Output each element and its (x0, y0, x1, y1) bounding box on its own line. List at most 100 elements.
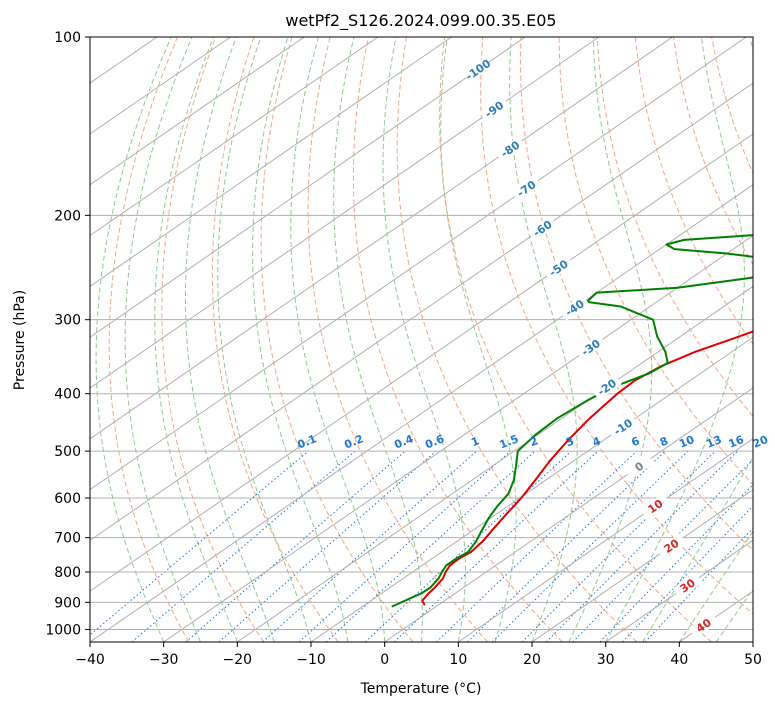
y-tick-label: 500 (54, 444, 81, 460)
dry-adiabat (352, 37, 563, 642)
dry-adiabat (161, 37, 264, 642)
dry-adiabat (108, 37, 190, 642)
isotherm-label-backing (575, 334, 606, 361)
isotherm-line (237, 285, 753, 642)
isotherm-label-backing (656, 533, 687, 559)
mixing-ratio-line (131, 450, 356, 642)
grid-layer (90, 37, 753, 642)
mixing-ratio-line (599, 483, 753, 642)
y-tick-label: 700 (54, 531, 81, 547)
x-tick-label: −40 (75, 652, 105, 668)
mixing-ratio-line (262, 450, 477, 642)
isotherm-line (90, 37, 231, 135)
mixing-ratio-label: 0.4 (392, 432, 415, 451)
chart-title: wetPf2_S126.2024.099.00.35.E05 (285, 11, 556, 31)
dry-adiabat (439, 37, 713, 642)
isotherm-label-backing (463, 56, 493, 83)
isotherm-label-backing (672, 572, 703, 599)
mixing-ratio-line (364, 450, 572, 642)
y-tick-label: 600 (54, 491, 81, 507)
mixing-ratio-label: 10 (677, 433, 696, 451)
mixing-ratio-label: 3 (564, 434, 576, 449)
isotherm-line (90, 82, 753, 541)
y-tick-label: 1000 (45, 622, 81, 638)
moist-adiabat (333, 37, 423, 642)
isotherm-line (90, 37, 673, 440)
moist-adiabat (124, 37, 201, 642)
plot-frame (89, 36, 754, 643)
mixing-ratio-label: 1 (469, 434, 481, 449)
axes-layer: −40 −30 −20 −10 0 10 20 30 40 5010020030040050060… (45, 30, 762, 668)
isotherm-line (90, 37, 747, 491)
mixing-ratio-line (491, 450, 689, 642)
isotherm-label-backing (527, 215, 558, 242)
x-tick-label: 40 (670, 652, 688, 668)
isotherm-label-backing (624, 453, 655, 480)
isotherm-line (605, 539, 753, 642)
isotherm-label-backing (511, 175, 542, 202)
moist-adiabat (95, 37, 172, 642)
mixing-ratio-line (436, 450, 638, 642)
isotherm-label-backing (608, 413, 638, 440)
dewpoint-profile-line (391, 234, 753, 608)
mixing-ratio-line (325, 450, 536, 642)
isotherm-line (531, 488, 753, 642)
mixing-ratio-label: 0.6 (423, 432, 446, 451)
x-tick-label: −30 (149, 652, 179, 668)
moist-adiabat (382, 37, 466, 642)
mixing-ratio-label: 20 (751, 433, 770, 451)
moist-adiabat (440, 37, 517, 642)
isotherm-label-backing (559, 294, 590, 321)
dry-adiabat (634, 37, 753, 345)
y-tick-label: 300 (54, 313, 81, 329)
x-tick-label: −10 (296, 652, 326, 668)
x-tick-label: −20 (223, 652, 253, 668)
moist-adiabat (290, 37, 386, 642)
mixing-ratio-line (622, 505, 753, 642)
inline-labels-layer: -100-90-80-70-60-50-40-30-20-10010203040… (296, 56, 770, 639)
mixing-ratio-line (521, 450, 716, 642)
mixing-ratio-line (90, 450, 309, 636)
moist-adiabat (252, 37, 349, 642)
mixing-ratio-line (298, 450, 511, 642)
mixing-ratio-line (644, 527, 753, 642)
mixing-ratio-label: 6 (630, 434, 642, 449)
isotherm-line (458, 438, 753, 642)
x-tick-label: 30 (597, 652, 615, 668)
dry-adiabat (211, 37, 339, 642)
x-tick-label: 20 (523, 652, 541, 668)
y-tick-label: 800 (54, 565, 81, 581)
x-tick-label: 10 (449, 652, 467, 668)
moist-adiabat (715, 588, 753, 642)
moist-adiabat (568, 37, 653, 642)
moist-adiabat (509, 37, 578, 642)
dry-adiabat (596, 37, 753, 418)
isotherm-label-backing (495, 136, 526, 162)
dry-adiabat (480, 37, 753, 615)
mixing-ratio-label: 16 (727, 433, 746, 451)
isotherm-line (90, 184, 753, 642)
isotherm-line (679, 590, 753, 642)
isotherm-line (310, 336, 753, 642)
series-layer (391, 234, 753, 608)
x-axis-label: Temperature (°C) (360, 681, 482, 697)
mixing-ratio-label: 0.1 (296, 432, 319, 451)
isotherm-line (90, 37, 379, 237)
isotherm-line (752, 641, 753, 642)
moist-adiabat (678, 530, 753, 642)
x-tick-label: 50 (744, 652, 762, 668)
y-tick-label: 100 (54, 30, 81, 46)
isotherm-label-backing (591, 374, 622, 401)
isotherm-label-backing (479, 96, 510, 123)
isotherm-line (90, 37, 305, 186)
isotherm-line (90, 37, 600, 389)
moist-adiabat (642, 456, 753, 642)
isotherm-label: -100 (463, 57, 493, 84)
moist-adiabat (185, 37, 275, 642)
dry-adiabat (749, 37, 753, 53)
isotherm-line (90, 133, 753, 592)
mixing-ratio-label: 13 (705, 433, 724, 451)
dry-adiabat (519, 37, 753, 551)
y-tick-label: 200 (54, 208, 81, 224)
